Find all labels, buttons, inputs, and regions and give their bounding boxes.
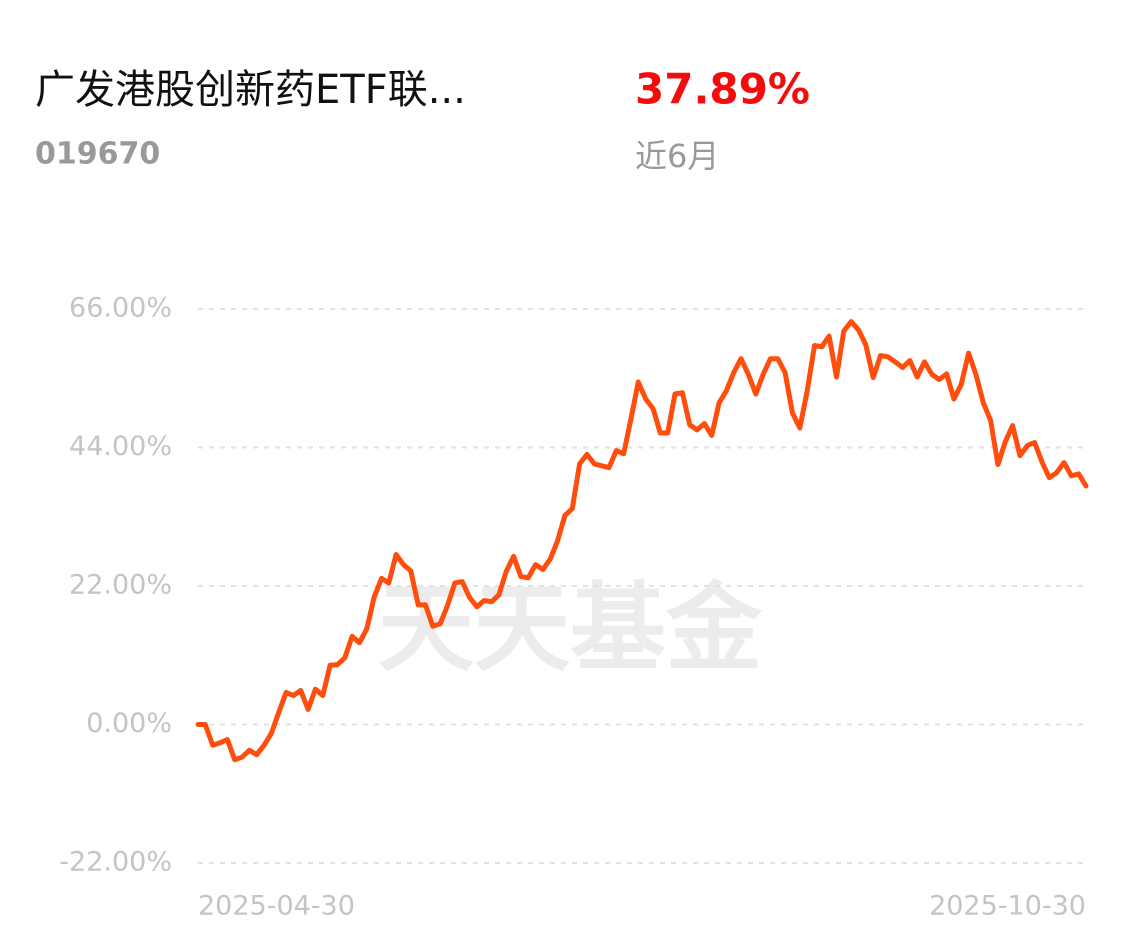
y-tick-label: 66.00% — [69, 293, 172, 324]
y-tick-label: -22.00% — [59, 847, 172, 878]
series-line — [195, 319, 1089, 763]
y-tick-label: 22.00% — [69, 570, 172, 601]
fund-code: 019670 — [35, 137, 160, 172]
fund-return: 37.89% — [635, 65, 810, 114]
watermark: 天天基金 — [378, 572, 763, 684]
fund-title: 广发港股创新药ETF联... — [35, 67, 466, 113]
x-tick-label: 2025-10-30 — [929, 891, 1086, 922]
y-tick-label: 0.00% — [86, 708, 172, 739]
x-tick-label: 2025-04-30 — [198, 891, 355, 922]
y-tick-label: 44.00% — [69, 431, 172, 462]
period: 近6月 — [635, 137, 719, 175]
